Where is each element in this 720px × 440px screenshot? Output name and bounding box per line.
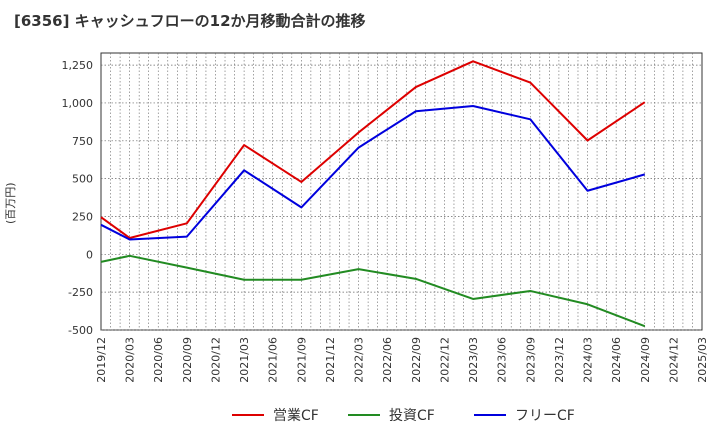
x-tick-label: 2021/06 bbox=[267, 337, 280, 383]
x-tick-label: 2020/09 bbox=[181, 337, 194, 383]
x-tick-label: 2022/03 bbox=[353, 337, 366, 383]
x-tick-label: 2025/03 bbox=[696, 337, 709, 383]
x-tick-label: 2021/03 bbox=[238, 337, 251, 383]
x-tick-label: 2022/12 bbox=[438, 337, 451, 383]
y-tick-label: -500 bbox=[68, 324, 93, 337]
x-tick-label: 2022/06 bbox=[381, 337, 394, 383]
series-line bbox=[100, 60, 646, 239]
chart-title: [6356] キャッシュフローの12か月移動合計の推移 bbox=[14, 12, 366, 30]
x-tick-labels: 2019/12 2020/03 2020/06 2020/09 2020/12 2021/… bbox=[95, 337, 709, 383]
y-tick-label: 0 bbox=[86, 248, 93, 261]
x-tick-label: 2022/09 bbox=[410, 337, 423, 383]
legend-item: フリーCF bbox=[474, 405, 575, 425]
x-tick-label: 2019/12 bbox=[95, 337, 108, 383]
legend-label: フリーCF bbox=[515, 408, 575, 424]
x-tick-label: 2023/09 bbox=[524, 337, 537, 383]
legend-item: 営業CF bbox=[232, 405, 319, 425]
series-line bbox=[100, 254, 646, 328]
y-tick-label: 500 bbox=[72, 173, 93, 186]
y-tick-label: 1,250 bbox=[62, 59, 94, 72]
series-line bbox=[100, 104, 646, 241]
legend-item: 投資CF bbox=[348, 405, 435, 425]
series-lines bbox=[100, 60, 646, 328]
y-tick-labels: -500 -250 0 250 500 750 1,000 1,250 bbox=[62, 59, 94, 337]
y-tick-label: -250 bbox=[68, 286, 93, 299]
x-tick-label: 2021/09 bbox=[295, 337, 308, 383]
legend-label: 営業CF bbox=[273, 408, 319, 424]
grid-lines bbox=[101, 53, 702, 331]
x-tick-label: 2023/03 bbox=[467, 337, 480, 383]
x-tick-label: 2024/03 bbox=[582, 337, 595, 383]
x-tick-label: 2024/12 bbox=[667, 337, 680, 383]
legend-swatch bbox=[232, 414, 264, 416]
x-tick-label: 2020/12 bbox=[209, 337, 222, 383]
x-tick-label: 2021/12 bbox=[324, 337, 337, 383]
y-tick-label: 250 bbox=[72, 210, 93, 223]
x-tick-label: 2020/06 bbox=[152, 337, 165, 383]
legend-swatch bbox=[348, 414, 380, 416]
x-tick-label: 2020/03 bbox=[124, 337, 137, 383]
x-tick-label: 2024/06 bbox=[610, 337, 623, 383]
plot-area bbox=[100, 52, 703, 331]
legend-label: 投資CF bbox=[389, 408, 435, 424]
x-tick-label: 2024/09 bbox=[639, 337, 652, 383]
x-tick-label: 2023/12 bbox=[553, 337, 566, 383]
y-tick-label: 1,000 bbox=[62, 97, 94, 110]
x-tick-label: 2023/06 bbox=[496, 337, 509, 383]
legend-swatch bbox=[474, 414, 506, 416]
y-tick-label: 750 bbox=[72, 135, 93, 148]
legend: 営業CF 投資CF フリーCF bbox=[0, 405, 720, 427]
